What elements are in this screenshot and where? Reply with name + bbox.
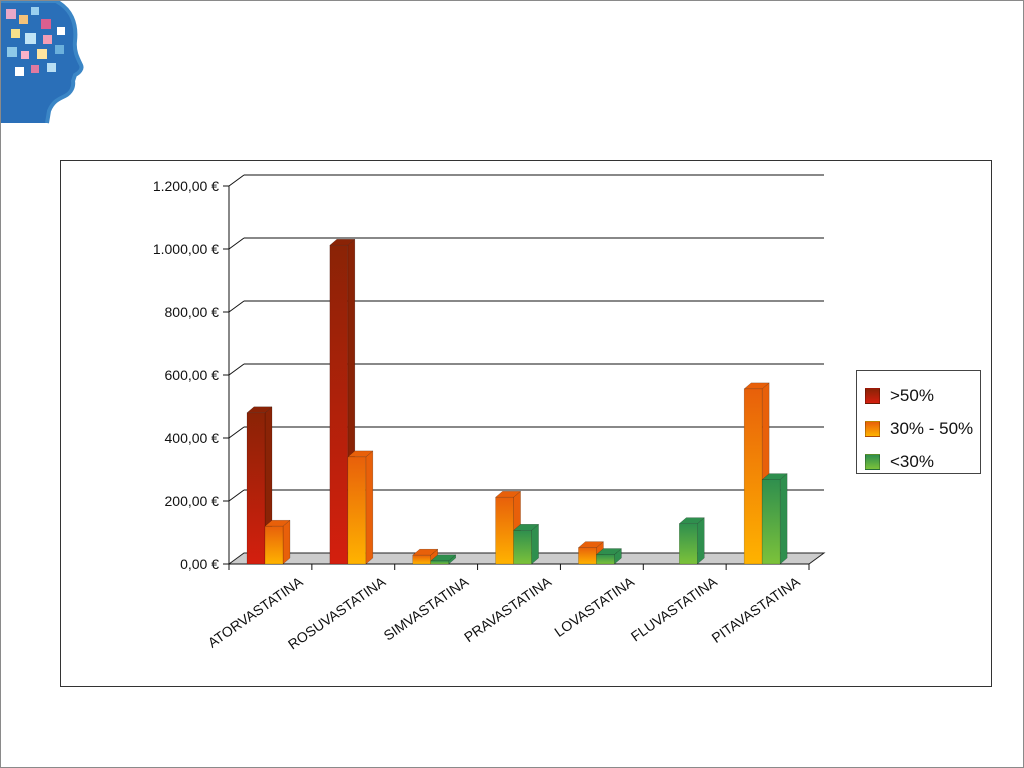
bar-side — [531, 523, 539, 565]
x-tick-label: LOVASTATINA — [551, 573, 637, 640]
legend-swatch — [865, 453, 880, 470]
x-tick-label: SIMVASTATINA — [381, 573, 472, 644]
gridline-depth — [228, 300, 245, 313]
x-tick-label: PITAVASTATINA — [709, 573, 804, 646]
bar — [329, 244, 349, 565]
gridline-depth — [228, 174, 245, 187]
legend-label: <30% — [890, 451, 934, 471]
bar — [578, 547, 597, 565]
bar — [761, 479, 781, 565]
bar — [679, 523, 698, 565]
bar-side — [282, 519, 291, 565]
gridline-depth — [228, 237, 245, 250]
bar-chart: 0,00 € 200,00 € 400,00 € 600,00 € 800,00 € 1.… — [153, 174, 826, 652]
y-tick-label: 0,00 € — [180, 556, 219, 572]
gridline-depth — [228, 426, 245, 439]
bar — [264, 525, 284, 565]
bar — [347, 456, 367, 565]
gridline-depth — [228, 363, 245, 376]
chart-legend: >50% 30% - 50% <30% — [856, 370, 981, 474]
y-tick-label: 600,00 € — [165, 367, 220, 383]
y-tick-label: 400,00 € — [165, 430, 220, 446]
y-tick-label: 200,00 € — [165, 493, 220, 509]
bar-side — [365, 450, 374, 565]
x-tick-label: PRAVASTATINA — [461, 573, 555, 645]
legend-label: 30% - 50% — [890, 418, 974, 438]
bar — [596, 554, 615, 565]
legend-label: >50% — [890, 385, 934, 405]
brain-head-logo — [1, 1, 84, 124]
legend-item: 30% - 50% — [865, 412, 980, 445]
bar — [412, 554, 431, 565]
bar — [430, 560, 449, 565]
bar — [495, 496, 514, 565]
legend-swatch — [865, 387, 880, 404]
bar-side — [779, 473, 788, 565]
x-tick-label: FLUVASTATINA — [628, 573, 721, 644]
chart-frame: 0,00 € 200,00 € 400,00 € 600,00 € 800,00 € 1.… — [60, 160, 992, 687]
bar — [246, 412, 266, 565]
legend-item: <30% — [865, 445, 980, 478]
y-tick-label: 1.200,00 € — [153, 178, 219, 194]
bar-side — [697, 517, 705, 565]
gridline-depth — [228, 489, 245, 502]
y-tick-label: 800,00 € — [165, 304, 220, 320]
y-tick-label: 1.000,00 € — [153, 241, 219, 257]
legend-item: >50% — [865, 379, 980, 412]
bar — [513, 530, 532, 565]
bar — [743, 388, 763, 565]
legend-swatch — [865, 420, 880, 437]
